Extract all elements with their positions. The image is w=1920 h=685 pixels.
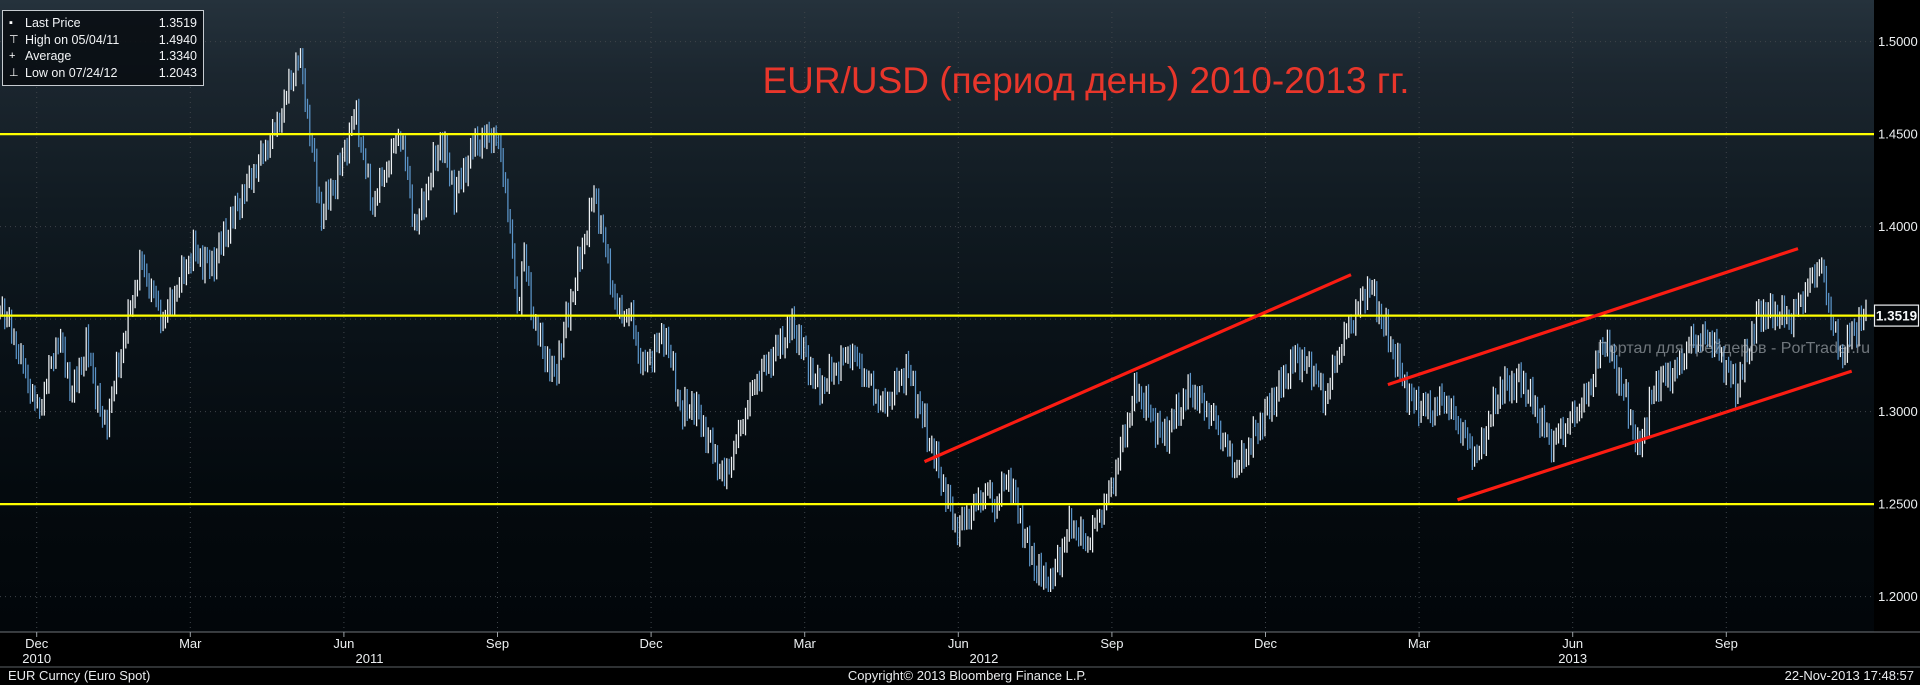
footer-bar: EUR Curncy (Euro Spot) Copyright© 2013 B… <box>0 666 1920 685</box>
x-axis-month-label: Mar <box>179 636 202 651</box>
y-axis-label: 1.4000 <box>1878 219 1918 234</box>
last-price-marker-icon: ▪ <box>9 17 13 30</box>
legend-row-high: ⊤ High on 05/04/11 1.4940 <box>9 32 197 49</box>
legend-value: 1.4940 <box>158 32 197 47</box>
x-axis-month-label: Mar <box>1408 636 1431 651</box>
legend-label: High on 05/04/11 <box>25 32 120 47</box>
y-axis-label: 1.4500 <box>1878 127 1918 142</box>
legend-value: 1.3340 <box>158 49 197 64</box>
x-axis-year-label: 2011 <box>356 651 384 666</box>
trend-line <box>1457 369 1853 502</box>
legend-label: Average <box>25 49 72 64</box>
footer-timestamp: 22-Nov-2013 17:48:57 <box>1784 668 1914 683</box>
x-axis-month-label: Dec <box>25 636 49 651</box>
x-axis-month-label: Jun <box>948 636 969 651</box>
x-axis-month-label: Mar <box>794 636 817 651</box>
legend-label: Low on 07/24/12 <box>25 65 118 80</box>
chart-title: EUR/USD (период день) 2010-2013 гг. <box>762 60 1410 101</box>
watermark: Портал для трейдеров - PorTrader.ru <box>1597 340 1870 357</box>
x-axis-month-label: Jun <box>333 636 354 651</box>
y-axis-label: 1.2000 <box>1878 589 1918 604</box>
x-axis-year-label: 2010 <box>22 651 51 666</box>
y-axis-label: 1.3000 <box>1878 404 1918 419</box>
trend-line <box>923 273 1352 464</box>
legend-value: 1.3519 <box>158 16 197 31</box>
high-marker-icon: ⊤ <box>9 34 19 47</box>
legend-row-average: + Average 1.3340 <box>9 48 197 65</box>
footer-security-name: EUR Curncy (Euro Spot) <box>8 668 151 683</box>
x-axis-month-label: Sep <box>1715 636 1738 651</box>
x-axis-year-label: 2013 <box>1558 651 1587 666</box>
trend-line <box>1387 247 1799 387</box>
y-axis-label: 1.2500 <box>1878 497 1918 512</box>
legend-row-last-price: ▪ Last Price 1.3519 <box>9 15 197 32</box>
legend-row-low: ⊥ Low on 07/24/12 1.2043 <box>9 65 197 82</box>
x-axis-month-label: Dec <box>640 636 664 651</box>
x-axis-month-label: Sep <box>486 636 509 651</box>
x-axis-month-label: Jun <box>1562 636 1583 651</box>
price-bars-up <box>0 48 1867 592</box>
footer-copyright: Copyright© 2013 Bloomberg Finance L.P. <box>847 668 1088 683</box>
last-price-axis-badge <box>1873 304 1920 327</box>
legend-value: 1.2043 <box>158 65 197 80</box>
average-marker-icon: + <box>9 50 16 63</box>
x-axis-year-label: 2012 <box>969 651 998 666</box>
legend-label: Last Price <box>25 16 81 31</box>
y-axis-label: 1.5000 <box>1878 34 1918 49</box>
x-axis-month-label: Sep <box>1100 636 1123 651</box>
x-axis-month-label: Dec <box>1254 636 1278 651</box>
chart-legend[interactable]: ▪ Last Price 1.3519 ⊤ High on 05/04/11 1… <box>2 10 204 86</box>
price-bars-down <box>4 48 1863 592</box>
low-marker-icon: ⊥ <box>9 67 19 80</box>
last-price-axis-badge-label: 1.3519 <box>1876 308 1917 323</box>
